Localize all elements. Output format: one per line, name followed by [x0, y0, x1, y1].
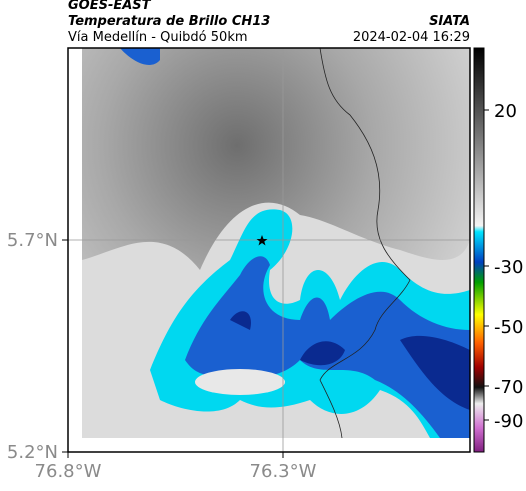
- route: Vía Medellín - Quibdó 50km: [68, 30, 248, 45]
- colorbar-tick-label: -30: [494, 257, 523, 278]
- colorbar-tick-label: 20: [494, 101, 517, 122]
- lat-tick-label: 5.2°N: [7, 442, 58, 463]
- lon-ticks: 76.8°W 76.3°W: [35, 452, 317, 482]
- lon-tick-label: 76.3°W: [250, 461, 317, 482]
- satellite: GOES-EAST: [68, 0, 152, 13]
- datetime: 2024-02-04 16:29: [353, 30, 470, 45]
- product: Temperatura de Brillo CH13: [68, 14, 270, 29]
- colorbar-tick-label: -50: [494, 317, 523, 338]
- colorbar-ticks: 20 -30 -50 -70 -90: [484, 101, 523, 432]
- colorbar-tick-label: -90: [494, 411, 523, 432]
- source: SIATA: [429, 14, 470, 29]
- lon-tick-label: 76.8°W: [35, 461, 102, 482]
- colorbar: [473, 47, 485, 453]
- lat-ticks: 5.7°N 5.2°N: [7, 230, 68, 463]
- colorbar-tick-label: -70: [494, 377, 523, 398]
- lat-tick-label: 5.7°N: [7, 230, 58, 251]
- map: [67, 47, 471, 453]
